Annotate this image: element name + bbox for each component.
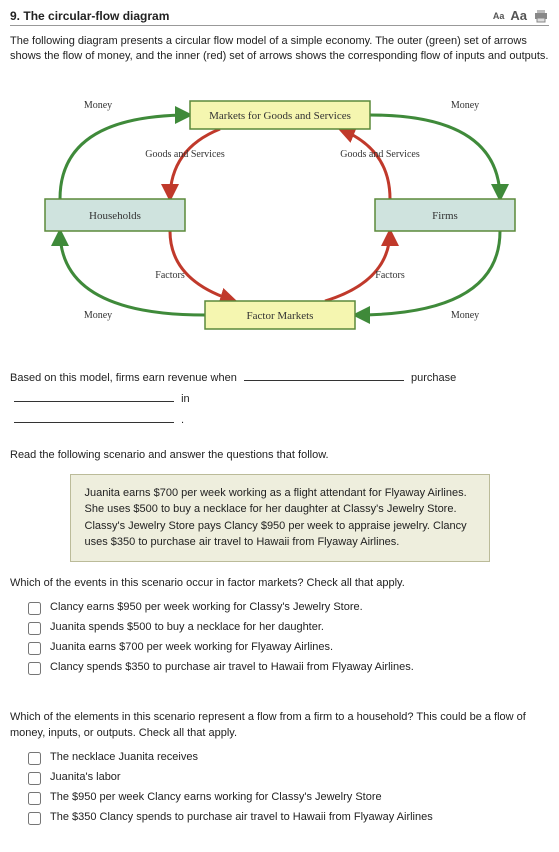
q2-label: The $950 per week Clancy earns working f… [50,791,382,803]
q2-option: The $950 per week Clancy earns working f… [24,791,549,808]
fill-in-sentence: Based on this model, firms earn revenue … [10,368,549,431]
q1-label: Juanita spends $500 to buy a necklace fo… [50,621,324,633]
q2-checkbox[interactable] [28,792,41,805]
blank-3[interactable] [14,411,174,423]
q1-option: Juanita earns $700 per week working for … [24,641,549,658]
diagram-svg: Markets for Goods and Services Households… [20,75,540,355]
q2-label: Juanita's labor [50,771,121,783]
svg-text:Money: Money [83,100,111,111]
svg-text:Factors: Factors [375,270,405,281]
font-size-large-icon[interactable]: Aa [510,8,527,23]
question-header: 9. The circular-flow diagram Aa Aa [10,8,549,26]
q2-label: The necklace Juanita receives [50,751,198,763]
q1-checkbox[interactable] [28,602,41,615]
q2-option: The $350 Clancy spends to purchase air t… [24,811,549,828]
q1-label: Clancy spends $350 to purchase air trave… [50,661,414,673]
q1-checkbox[interactable] [28,642,41,655]
q1-options: Clancy earns $950 per week working for C… [10,601,549,678]
q1-checkbox[interactable] [28,622,41,635]
circular-flow-diagram: Markets for Goods and Services Households… [10,75,549,358]
font-size-small-icon[interactable]: Aa [493,11,505,21]
svg-text:Goods and Services: Goods and Services [145,149,225,160]
q2-options: The necklace Juanita receives Juanita's l… [10,751,549,828]
svg-text:Money: Money [450,310,478,321]
svg-text:Markets for Goods and Services: Markets for Goods and Services [209,110,351,122]
question-number: 9. [10,9,20,23]
q1-prompt: Which of the events in this scenario occ… [10,576,549,591]
fill-pre: Based on this model, firms earn revenue … [10,372,237,384]
q1-option: Clancy earns $950 per week working for C… [24,601,549,618]
svg-text:Money: Money [83,310,111,321]
svg-text:Goods and Services: Goods and Services [340,149,420,160]
svg-text:Factor Markets: Factor Markets [246,310,313,322]
q1-label: Juanita earns $700 per week working for … [50,641,333,653]
svg-text:Households: Households [89,210,141,222]
question-title-text: The circular-flow diagram [23,9,169,23]
q2-option: The necklace Juanita receives [24,751,549,768]
q1-option: Juanita spends $500 to buy a necklace fo… [24,621,549,638]
header-tools: Aa Aa [493,8,549,23]
q2-label: The $350 Clancy spends to purchase air t… [50,811,433,823]
q1-label: Clancy earns $950 per week working for C… [50,601,363,613]
blank-2[interactable] [14,390,174,402]
q2-option: Juanita's labor [24,771,549,788]
scenario-box: Juanita earns $700 per week working as a… [70,474,490,562]
scenario-intro: Read the following scenario and answer t… [10,448,549,463]
blank-1[interactable] [244,369,404,381]
print-icon[interactable] [533,9,549,23]
svg-text:Money: Money [450,100,478,111]
scenario-text: Juanita earns $700 per week working as a… [85,487,467,549]
q2-checkbox[interactable] [28,772,41,785]
question-title: 9. The circular-flow diagram [10,9,169,23]
svg-text:Firms: Firms [432,210,458,222]
q2-checkbox[interactable] [28,752,41,765]
fill-mid: purchase [411,372,456,384]
svg-text:Factors: Factors [155,270,185,281]
q1-checkbox[interactable] [28,662,41,675]
q1-option: Clancy spends $350 to purchase air trave… [24,661,549,678]
fill-post: in [181,393,190,405]
intro-text: The following diagram presents a circula… [10,34,549,65]
q2-checkbox[interactable] [28,812,41,825]
q2-prompt: Which of the elements in this scenario r… [10,710,549,741]
